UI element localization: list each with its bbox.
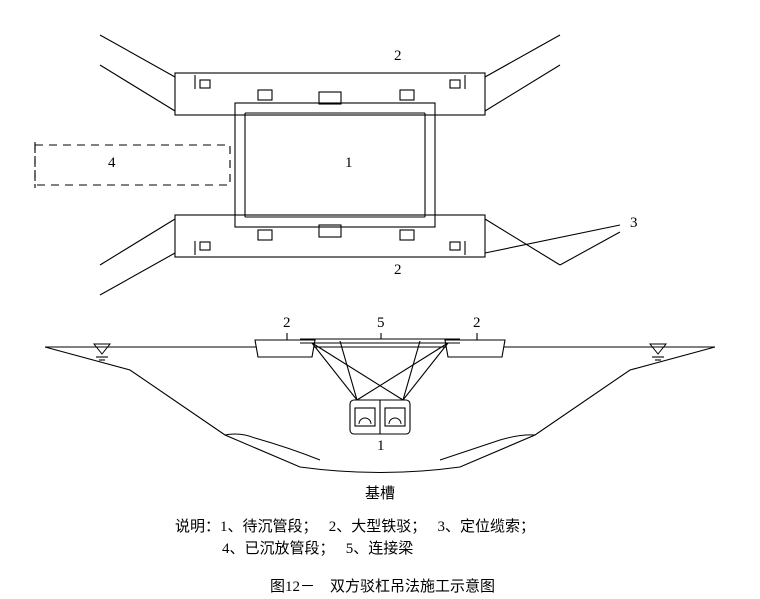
section-label-1: 1 <box>377 438 385 455</box>
legend-item-3: 3、定位缆索； <box>438 519 536 535</box>
legend-item-1: 1、待沉管段； <box>220 519 318 535</box>
plan-label-1: 1 <box>345 155 353 172</box>
legend-item-2: 2、大型铁驳； <box>329 519 427 535</box>
legend-line-2: 4、已沉放管段； 5、连接梁 <box>222 537 413 558</box>
legend-item-5: 5、连接梁 <box>346 541 414 557</box>
plan-label-4: 4 <box>108 155 116 172</box>
plan-label-2-top: 2 <box>394 48 402 65</box>
plan-label-2-bot: 2 <box>394 262 402 279</box>
section-label-2-right: 2 <box>473 315 481 332</box>
legend-line-1: 说明：1、待沉管段； 2、大型铁驳； 3、定位缆索； <box>175 515 535 536</box>
trench-label: 基槽 <box>365 482 395 503</box>
plan-label-3: 3 <box>630 215 638 232</box>
section-label-5: 5 <box>377 315 385 332</box>
section-label-2-left: 2 <box>283 315 291 332</box>
legend-prefix: 说明： <box>175 519 220 535</box>
figure-title: 图12－ 双方驳杠吊法施工示意图 <box>270 575 495 596</box>
legend-item-4: 4、已沉放管段； <box>222 541 335 557</box>
